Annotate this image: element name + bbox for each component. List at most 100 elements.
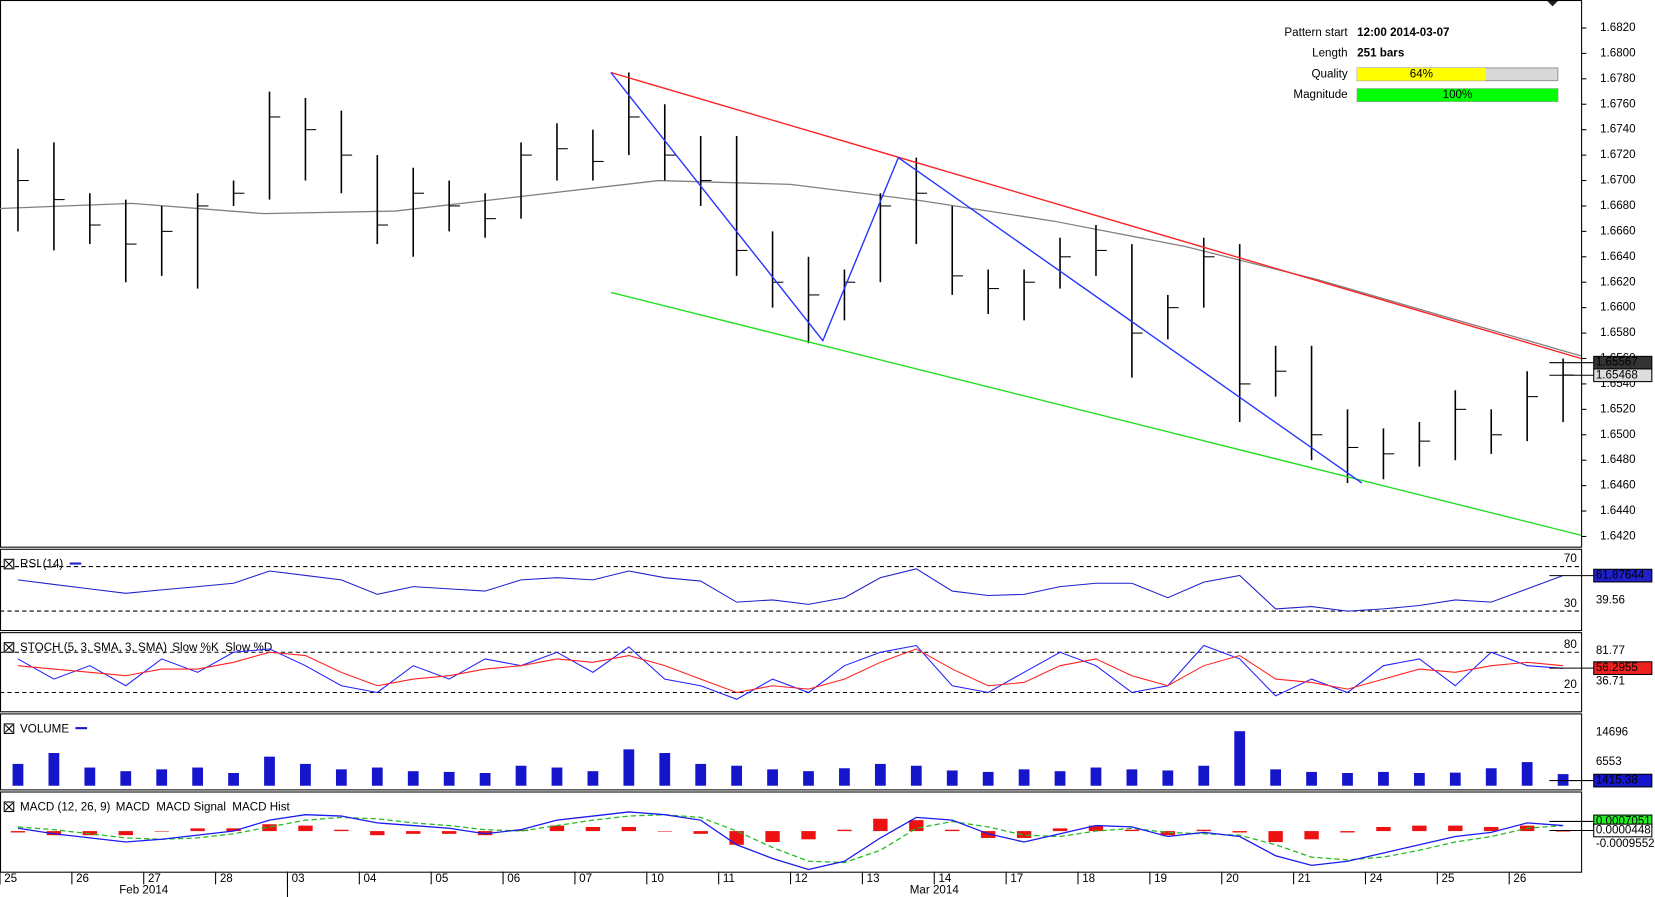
y-tick-label: 1.6600 <box>1600 301 1636 314</box>
level-label: 70 <box>1564 552 1577 565</box>
checkbox-cross <box>4 724 14 733</box>
macd-hist <box>298 825 313 832</box>
volume-bar <box>120 771 132 786</box>
volume-bar <box>12 763 24 786</box>
volume-bar <box>587 771 599 786</box>
volume-bar <box>515 765 527 786</box>
macd-hist <box>765 831 780 843</box>
checkbox-cross <box>4 559 14 569</box>
moving-average <box>0 179 1582 357</box>
volume-bar <box>1198 765 1210 786</box>
volume-bar <box>1270 769 1282 786</box>
x-tick-label: 17 <box>1010 872 1023 885</box>
volume-bar <box>1306 771 1317 786</box>
volume-bar <box>407 771 419 786</box>
macd-hist <box>513 829 529 832</box>
volume-bar <box>659 753 671 786</box>
volume-bar <box>910 765 922 786</box>
x-tick-label: 07 <box>579 872 592 885</box>
macd-hist <box>1196 829 1211 832</box>
macd-hist <box>477 831 493 836</box>
volume-bar <box>371 767 383 786</box>
macd-hist <box>657 831 672 832</box>
pattern-line <box>610 291 1582 536</box>
volume-bar <box>48 753 60 786</box>
volume-bar <box>300 763 311 786</box>
volume-bar <box>1126 769 1138 786</box>
corner-arrow <box>1546 0 1559 7</box>
value-marker-label: 36.71 <box>1596 674 1625 687</box>
volume-bar <box>443 771 455 786</box>
macd-hist <box>801 831 816 840</box>
y-tick-label: 1.6660 <box>1600 224 1636 237</box>
x-tick-label: 11 <box>723 872 735 885</box>
macd-hist <box>980 831 996 838</box>
volume-bar <box>803 771 814 786</box>
value-marker-label: -0.0009552 <box>1596 837 1655 850</box>
macd-hist <box>1268 831 1283 843</box>
legend-entry: MACD Signal <box>156 800 226 813</box>
macd-hist <box>549 825 565 832</box>
x-tick-label: 04 <box>364 872 377 885</box>
x-tick-label: 03 <box>292 872 305 885</box>
volume-bar <box>479 773 491 786</box>
panel-frame <box>0 548 1583 632</box>
macd-hist <box>1376 826 1391 832</box>
x-tick-label: 14 <box>938 872 951 885</box>
volume-bar <box>264 756 275 786</box>
volume-bar <box>695 763 707 786</box>
panel-frame <box>0 713 1583 791</box>
legend-entry: Slow %K <box>172 641 219 654</box>
value-marker-label: 56.2955 <box>1596 661 1638 674</box>
macd-hist <box>945 829 960 832</box>
y-tick-label: 1.6620 <box>1600 275 1636 288</box>
y-tick-label: 1.6640 <box>1600 250 1636 263</box>
volume-bar <box>946 770 958 786</box>
macd-hist <box>10 831 26 833</box>
panel-frame <box>0 0 1583 548</box>
volume-bar <box>1521 762 1533 786</box>
y-tick-label: 1.6680 <box>1600 199 1636 212</box>
volume-bar <box>1018 769 1030 786</box>
y-tick-label: 1.6800 <box>1600 46 1636 59</box>
info-label: Quality <box>1312 67 1348 80</box>
macd-hist <box>226 828 241 832</box>
x-tick-label: 12 <box>795 872 808 885</box>
volume-bar <box>1557 774 1569 786</box>
x-tick-label: 19 <box>1154 872 1167 885</box>
macd-hist <box>406 831 421 834</box>
y-tick-label: 1.6460 <box>1600 479 1636 492</box>
value-marker-label: 1.65468 <box>1596 368 1638 381</box>
macd-hist <box>262 824 277 832</box>
macd-hist <box>190 828 205 832</box>
macd-hist <box>46 831 62 836</box>
macd-signal <box>17 814 1564 864</box>
volume-bar <box>1162 770 1174 786</box>
macd-hist <box>1052 828 1068 832</box>
macd-hist <box>1555 831 1571 832</box>
volume-bar <box>982 771 994 786</box>
level-label: 80 <box>1564 638 1577 651</box>
macd-hist <box>837 829 852 832</box>
x-tick-label: 10 <box>651 872 664 885</box>
y-tick-label: 1.6820 <box>1600 21 1636 34</box>
y-tick-label: 1.6740 <box>1600 123 1636 136</box>
info-value: 251 bars <box>1357 47 1404 60</box>
panel-title: VOLUME <box>20 722 69 735</box>
macd-hist <box>370 831 385 836</box>
indicator-line <box>17 568 1564 612</box>
panel-title: STOCH (5, 3, SMA, 3, SMA) <box>20 641 167 654</box>
info-label: Magnitude <box>1293 88 1347 101</box>
level-label: 20 <box>1564 678 1577 691</box>
info-label: Length <box>1312 47 1348 60</box>
pattern-line <box>610 72 1363 484</box>
month-label: Mar 2014 <box>910 884 960 897</box>
x-tick-label: 25 <box>1442 872 1455 885</box>
panel-title: RSI (14) <box>20 558 63 571</box>
volume-bar <box>731 765 743 786</box>
volume-bar <box>1449 772 1461 786</box>
macd-hist <box>1088 825 1104 832</box>
macd-hist <box>1412 825 1427 832</box>
y-tick-label: 1.6580 <box>1600 326 1636 339</box>
